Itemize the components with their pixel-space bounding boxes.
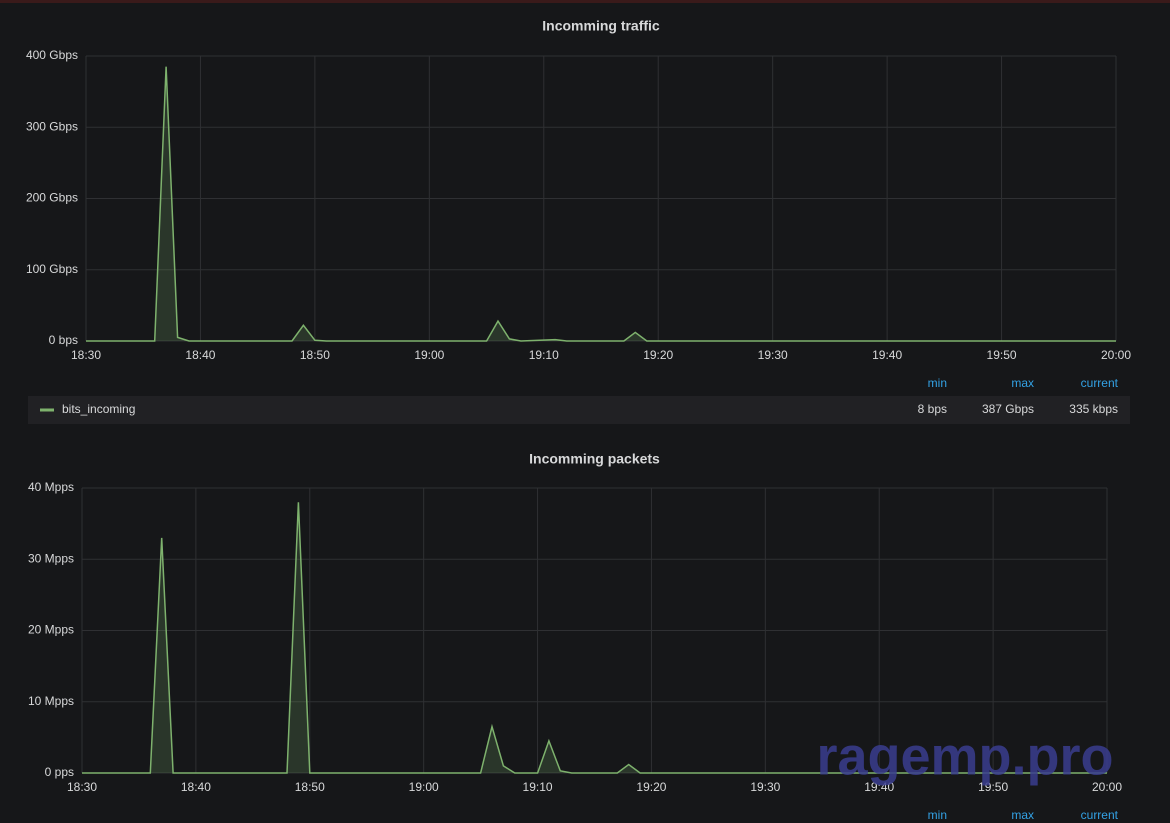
y-tick-label: 10 Mpps — [28, 694, 74, 708]
watermark: ragemp.pro — [816, 726, 1113, 786]
x-tick-label: 18:50 — [295, 780, 325, 794]
x-tick-label: 19:40 — [872, 348, 902, 362]
x-tick-label: 20:00 — [1092, 780, 1122, 794]
x-tick-label: 19:20 — [643, 348, 673, 362]
x-tick-label: 18:50 — [300, 348, 330, 362]
x-tick-label: 19:30 — [750, 780, 780, 794]
legend-header: max — [1011, 376, 1034, 390]
x-tick-label: 19:20 — [636, 780, 666, 794]
line — [82, 502, 1107, 774]
x-tick-label: 19:50 — [978, 780, 1008, 794]
y-tick-label: 200 Gbps — [26, 191, 78, 205]
x-tick-label: 19:00 — [414, 348, 444, 362]
chart-title: Incomming packets — [529, 451, 660, 467]
x-tick-label: 19:00 — [409, 780, 439, 794]
y-tick-label: 400 Gbps — [26, 48, 78, 62]
legend-header: min — [928, 376, 947, 390]
x-tick-label: 19:10 — [523, 780, 553, 794]
x-tick-label: 18:40 — [181, 780, 211, 794]
legend-stat: 335 kbps — [1069, 402, 1118, 416]
y-tick-label: 0 pps — [45, 765, 74, 779]
y-tick-label: 0 bps — [49, 333, 78, 347]
legend-header: current — [1081, 376, 1119, 390]
legend-row — [28, 396, 1130, 424]
line — [86, 66, 1116, 342]
chart-title: Incomming traffic — [542, 18, 660, 34]
legend-header: max — [1011, 808, 1034, 822]
x-tick-label: 18:40 — [185, 348, 215, 362]
legend-stat: 387 Gbps — [982, 402, 1034, 416]
x-tick-label: 19:30 — [758, 348, 788, 362]
legend-header: min — [928, 808, 947, 822]
y-tick-label: 20 Mpps — [28, 623, 74, 637]
x-tick-label: 18:30 — [67, 780, 97, 794]
y-tick-label: 100 Gbps — [26, 262, 78, 276]
y-tick-label: 40 Mpps — [28, 480, 74, 494]
x-tick-label: 20:00 — [1101, 348, 1131, 362]
legend-name: bits_incoming — [62, 402, 135, 416]
legend-stat: 8 bps — [918, 402, 947, 416]
x-tick-label: 18:30 — [71, 348, 101, 362]
x-tick-label: 19:50 — [987, 348, 1017, 362]
y-tick-label: 30 Mpps — [28, 551, 74, 565]
legend-header: current — [1081, 808, 1119, 822]
top-border — [0, 0, 1170, 3]
y-tick-label: 300 Gbps — [26, 119, 78, 133]
x-tick-label: 19:10 — [529, 348, 559, 362]
x-tick-label: 19:40 — [864, 780, 894, 794]
